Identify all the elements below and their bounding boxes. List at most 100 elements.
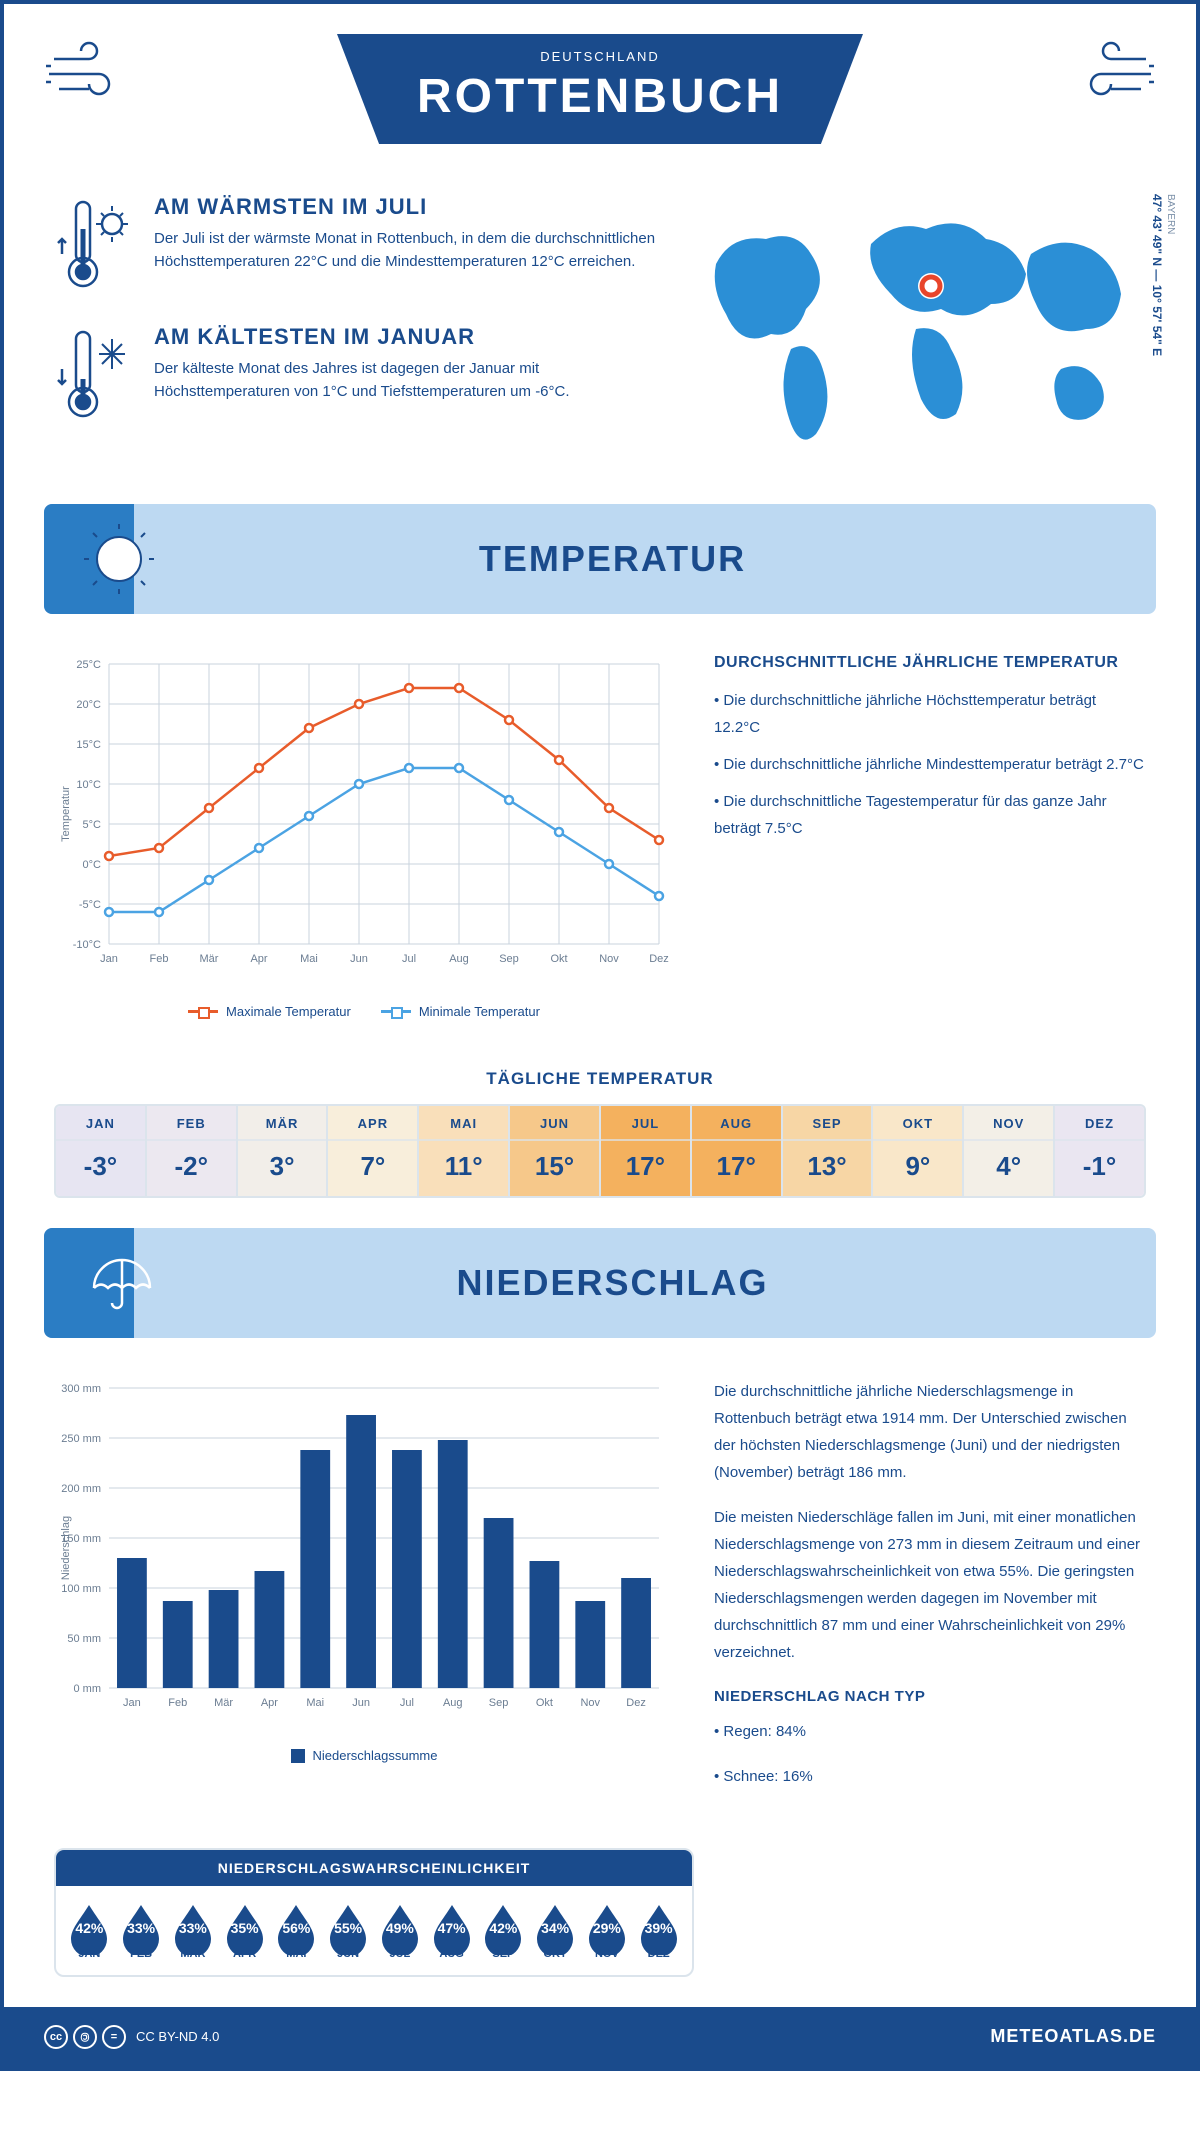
svg-text:Jan: Jan (100, 953, 118, 965)
precip-type-bullet: • Schnee: 16% (714, 1763, 1146, 1790)
wind-icon (44, 34, 144, 114)
svg-text:25°C: 25°C (76, 659, 101, 671)
daily-cell: SEP13° (783, 1106, 874, 1196)
temp-bullet: • Die durchschnittliche jährliche Mindes… (714, 751, 1146, 778)
wind-icon (1056, 34, 1156, 114)
precipitation-chart: 0 mm50 mm100 mm150 mm200 mm250 mm300 mmJ… (54, 1378, 674, 1808)
probability-drop: 56%MAI (273, 1901, 320, 1960)
coldest-fact: AM KÄLTESTEN IM JANUAR Der kälteste Mona… (54, 324, 656, 424)
country-subtitle: DEUTSCHLAND (417, 49, 783, 64)
daily-cell: DEZ-1° (1055, 1106, 1144, 1196)
precipitation-info: Die durchschnittliche jährliche Niedersc… (714, 1378, 1146, 1808)
probability-drop: 42%SEP (480, 1901, 527, 1960)
probability-drop: 49%JUL (377, 1901, 424, 1960)
daily-cell: FEB-2° (147, 1106, 238, 1196)
warmest-fact: AM WÄRMSTEN IM JULI Der Juli ist der wär… (54, 194, 656, 294)
probability-drop: 47%AUG (428, 1901, 475, 1960)
thermometer-cold-icon (54, 324, 134, 424)
temperature-title: TEMPERATUR (189, 538, 1126, 580)
cc-icons: cc🄯= (44, 2025, 126, 2049)
probability-title: NIEDERSCHLAGSWAHRSCHEINLICHKEIT (56, 1850, 692, 1886)
svg-text:Okt: Okt (550, 953, 567, 965)
svg-text:Mär: Mär (200, 953, 219, 965)
probability-box: NIEDERSCHLAGSWAHRSCHEINLICHKEIT 42%JAN33… (54, 1848, 694, 1977)
svg-text:Sep: Sep (499, 953, 519, 965)
brand: METEOATLAS.DE (990, 2026, 1156, 2047)
svg-text:Jun: Jun (350, 953, 368, 965)
precip-type-bullet: • Regen: 84% (714, 1718, 1146, 1745)
svg-text:100 mm: 100 mm (61, 1583, 101, 1595)
svg-text:Jun: Jun (352, 1697, 370, 1709)
svg-text:Feb: Feb (168, 1697, 187, 1709)
legend-max: Maximale Temperatur (226, 1004, 351, 1019)
footer: cc🄯= CC BY-ND 4.0 METEOATLAS.DE (4, 2007, 1196, 2067)
daily-cell: MAI11° (419, 1106, 510, 1196)
svg-text:Dez: Dez (649, 953, 669, 965)
temp-bullet: • Die durchschnittliche jährliche Höchst… (714, 687, 1146, 741)
svg-text:Feb: Feb (150, 953, 169, 965)
svg-text:Mai: Mai (300, 953, 318, 965)
precipitation-legend: Niederschlagssumme (54, 1748, 674, 1763)
warmest-title: AM WÄRMSTEN IM JULI (154, 194, 656, 220)
precipitation-section-header: NIEDERSCHLAG (44, 1228, 1156, 1338)
warmest-text: Der Juli ist der wärmste Monat in Rotten… (154, 228, 656, 273)
svg-text:Jan: Jan (123, 1697, 141, 1709)
svg-text:Niederschlag: Niederschlag (60, 1516, 72, 1580)
svg-text:Apr: Apr (250, 953, 267, 965)
probability-drop: 35%APR (221, 1901, 268, 1960)
svg-text:Temperatur: Temperatur (60, 786, 72, 842)
probability-drop: 33%FEB (118, 1901, 165, 1960)
probability-drop: 39%DEZ (635, 1901, 682, 1960)
daily-cell: NOV4° (964, 1106, 1055, 1196)
svg-text:Apr: Apr (261, 1697, 278, 1709)
precipitation-title: NIEDERSCHLAG (189, 1262, 1126, 1304)
temperature-info: DURCHSCHNITTLICHE JÄHRLICHE TEMPERATUR •… (714, 654, 1146, 1019)
world-map (696, 194, 1146, 454)
probability-drop: 55%JUN (325, 1901, 372, 1960)
coldest-text: Der kälteste Monat des Jahres ist dagege… (154, 358, 656, 403)
precip-para: Die meisten Niederschläge fallen im Juni… (714, 1504, 1146, 1666)
coldest-title: AM KÄLTESTEN IM JANUAR (154, 324, 656, 350)
daily-temperature-table: JAN-3°FEB-2°MÄR3°APR7°MAI11°JUN15°JUL17°… (54, 1104, 1146, 1198)
temperature-legend: Maximale Temperatur Minimale Temperatur (54, 1004, 674, 1019)
svg-text:-10°C: -10°C (73, 939, 101, 951)
thermometer-hot-icon (54, 194, 134, 294)
svg-text:Dez: Dez (626, 1697, 646, 1709)
svg-text:Aug: Aug (449, 953, 469, 965)
region-label: BAYERN (1165, 194, 1176, 234)
svg-text:10°C: 10°C (76, 779, 101, 791)
daily-cell: OKT9° (873, 1106, 964, 1196)
sun-icon (74, 524, 164, 594)
svg-text:Aug: Aug (443, 1697, 463, 1709)
svg-text:0 mm: 0 mm (74, 1683, 102, 1695)
precip-type-title: NIEDERSCHLAG NACH TYP (714, 1684, 1146, 1710)
header: ROTTENBUCH DEUTSCHLAND (4, 4, 1196, 164)
svg-text:5°C: 5°C (83, 819, 102, 831)
svg-text:Nov: Nov (599, 953, 619, 965)
probability-drop: 29%NOV (584, 1901, 631, 1960)
svg-text:-5°C: -5°C (79, 899, 101, 911)
svg-text:Sep: Sep (489, 1697, 509, 1709)
svg-text:Nov: Nov (580, 1697, 600, 1709)
svg-text:200 mm: 200 mm (61, 1483, 101, 1495)
probability-drop: 34%OKT (532, 1901, 579, 1960)
legend-precip: Niederschlagssumme (313, 1748, 438, 1763)
title-banner: ROTTENBUCH DEUTSCHLAND (337, 34, 863, 144)
probability-drop: 42%JAN (66, 1901, 113, 1960)
svg-text:Jul: Jul (400, 1697, 414, 1709)
intro-section: AM WÄRMSTEN IM JULI Der Juli ist der wär… (4, 164, 1196, 484)
temp-info-title: DURCHSCHNITTLICHE JÄHRLICHE TEMPERATUR (714, 654, 1146, 672)
svg-text:50 mm: 50 mm (67, 1633, 101, 1645)
svg-text:250 mm: 250 mm (61, 1433, 101, 1445)
svg-text:Okt: Okt (536, 1697, 553, 1709)
svg-text:Mai: Mai (306, 1697, 324, 1709)
daily-cell: APR7° (328, 1106, 419, 1196)
daily-cell: JUL17° (601, 1106, 692, 1196)
svg-text:0°C: 0°C (83, 859, 102, 871)
svg-text:15°C: 15°C (76, 739, 101, 751)
svg-text:Jul: Jul (402, 953, 416, 965)
temp-bullet: • Die durchschnittliche Tagestemperatur … (714, 788, 1146, 842)
probability-drop: 33%MÄR (170, 1901, 217, 1960)
svg-text:Mär: Mär (214, 1697, 233, 1709)
license-text: CC BY-ND 4.0 (136, 2029, 219, 2044)
